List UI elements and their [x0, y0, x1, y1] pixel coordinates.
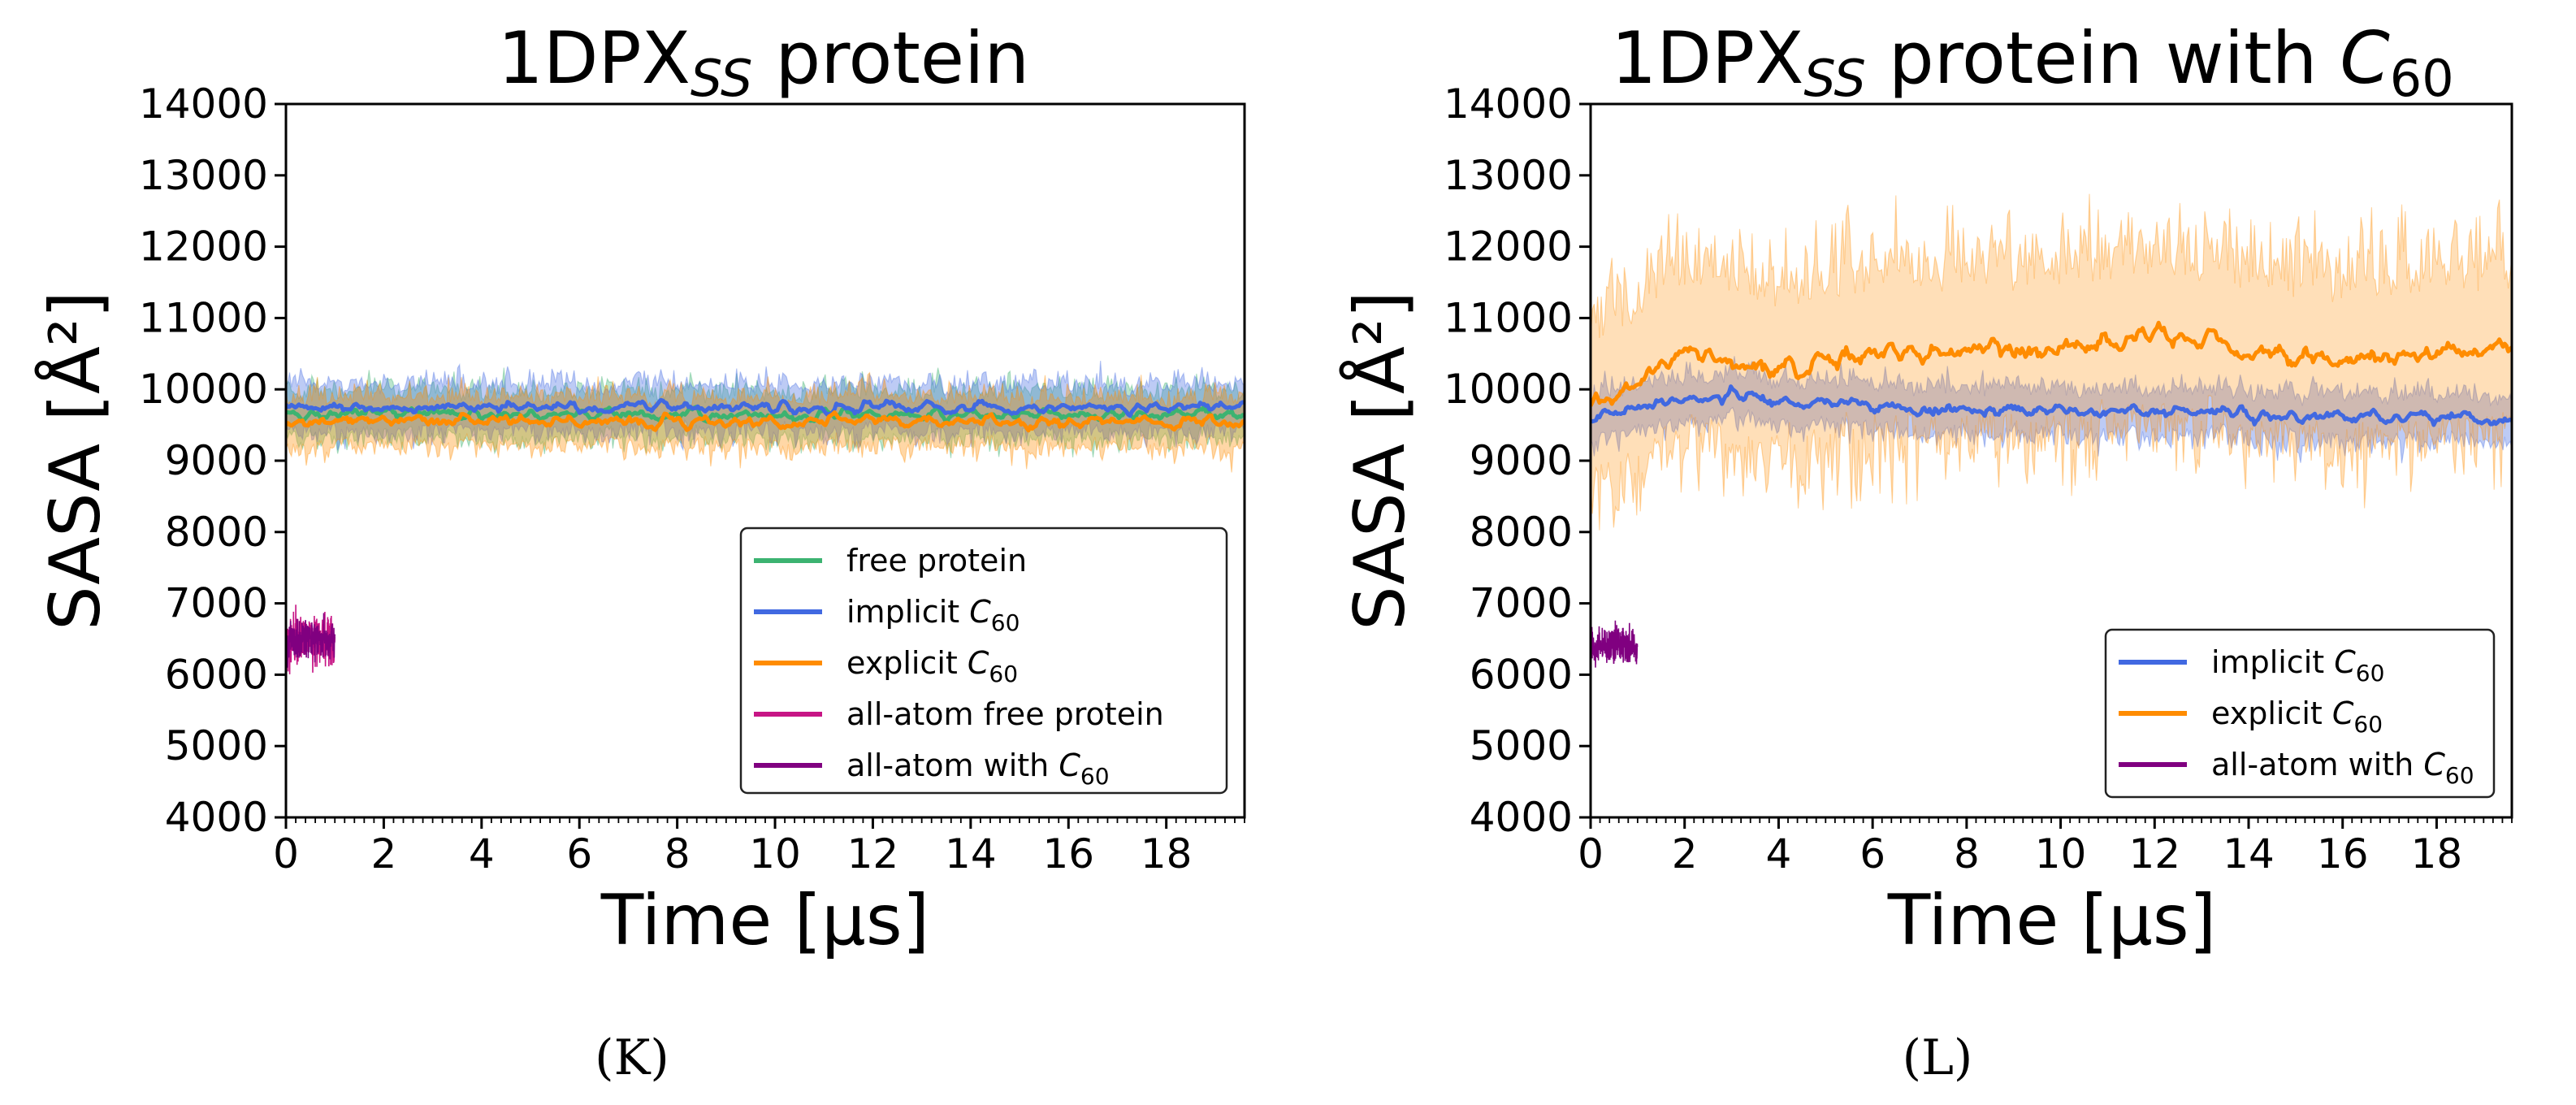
- panel-k-caption: (K): [595, 1029, 669, 1086]
- x-tick-label: 0: [1578, 830, 1604, 878]
- legend-label: all-atom with C60: [846, 748, 1110, 790]
- y-tick-label: 8000: [1470, 509, 1573, 556]
- x-tick-label: 18: [2411, 830, 2463, 878]
- x-tick-label: 16: [2317, 830, 2369, 878]
- x-tick-label: 2: [1672, 830, 1698, 878]
- y-tick-label: 12000: [1444, 223, 1573, 271]
- y-tick-label: 10000: [139, 366, 268, 413]
- y-tick-label: 5000: [1470, 722, 1573, 769]
- y-tick-label: 14000: [139, 80, 268, 128]
- y-tick-label: 5000: [165, 722, 268, 769]
- series-trace-all-atom-with-c60: [1591, 620, 1639, 673]
- legend-label: free protein: [846, 543, 1027, 578]
- y-tick-label: 6000: [1470, 651, 1573, 698]
- legend-label: all-atom with C60: [2211, 747, 2474, 789]
- x-tick-label: 14: [945, 830, 997, 878]
- panel-k: 1DPXSS protein 4000 5000 6000 7000 8000 9000 1…: [34, 16, 1246, 1086]
- legend-label: explicit C60: [846, 645, 1018, 687]
- legend-label: implicit C60: [846, 594, 1020, 636]
- x-tick-label: 0: [273, 830, 299, 878]
- x-tick-label: 4: [1766, 830, 1792, 878]
- y-tick-label: 14000: [1444, 80, 1573, 128]
- panel-k-y-axis-label: SASA [Å²]: [34, 291, 116, 630]
- series-line-implicit-c60: [1591, 384, 2512, 427]
- x-tick-label: 2: [371, 830, 397, 878]
- y-tick-label: 6000: [165, 651, 268, 698]
- series-line-implicit-c60: [286, 397, 1245, 418]
- panel-l-legend: implicit C60 explicit C60 all-atom with C6…: [2104, 628, 2496, 799]
- series-band-explicit-c60: [1591, 193, 2512, 531]
- x-tick-label: 6: [1859, 830, 1885, 878]
- panel-l-title: 1DPXSS protein with C60: [1611, 16, 2453, 108]
- x-tick-label: 12: [847, 830, 899, 878]
- x-tick-label: 10: [749, 830, 801, 878]
- y-tick-label: 13000: [139, 152, 268, 199]
- x-tick-label: 6: [566, 830, 592, 878]
- panel-k-x-axis: 0 2 4 6 8 10 12 14 16 18: [273, 817, 1245, 878]
- y-tick-label: 7000: [1470, 580, 1573, 627]
- y-tick-label: 4000: [1470, 794, 1573, 841]
- x-tick-label: 16: [1042, 830, 1094, 878]
- panel-l-x-axis: 0 2 4 6 8 10 12 14 16 18: [1578, 817, 2513, 878]
- series-line-explicit-c60: [286, 410, 1245, 433]
- x-tick-label: 14: [2223, 830, 2275, 878]
- panel-k-title: 1DPXSS protein: [498, 16, 1029, 108]
- x-tick-label: 10: [2035, 830, 2087, 878]
- panel-l-caption: (L): [1903, 1029, 1973, 1086]
- x-tick-label: 8: [1954, 830, 1980, 878]
- x-tick-label: 8: [665, 830, 691, 878]
- series-line-explicit-c60: [1591, 320, 2512, 407]
- y-tick-label: 9000: [1470, 437, 1573, 484]
- panel-k-y-axis: 4000 5000 6000 7000 8000 9000 10000 11000 12000 1…: [139, 80, 286, 841]
- series-band-free-protein: [286, 367, 1245, 458]
- x-tick-label: 12: [2128, 830, 2180, 878]
- panel-k-x-axis-label: Time [µs]: [600, 880, 929, 961]
- x-tick-label: 4: [469, 830, 495, 878]
- y-tick-label: 8000: [165, 509, 268, 556]
- series-band-explicit-c60: [286, 371, 1245, 473]
- panel-l-y-axis-label: SASA [Å²]: [1339, 291, 1421, 630]
- y-tick-label: 10000: [1444, 366, 1573, 413]
- panel-k-plot-area: [286, 360, 1245, 674]
- legend-box: [2104, 628, 2496, 799]
- legend-box: [739, 526, 1228, 795]
- y-tick-label: 13000: [1444, 152, 1573, 199]
- y-tick-label: 12000: [139, 223, 268, 271]
- y-tick-label: 9000: [165, 437, 268, 484]
- y-tick-label: 4000: [165, 794, 268, 841]
- panel-l-x-axis-label: Time [µs]: [1887, 880, 2216, 961]
- legend-label: implicit C60: [2211, 644, 2384, 687]
- panel-k-legend: free protein implicit C60 explicit C60 all-…: [739, 526, 1228, 795]
- y-tick-label: 7000: [165, 580, 268, 627]
- y-tick-label: 11000: [1444, 294, 1573, 341]
- legend-label: explicit C60: [2211, 696, 2383, 738]
- y-tick-label: 11000: [139, 294, 268, 341]
- panel-l-plot-area: [1591, 193, 2512, 673]
- panel-l-y-axis: 4000 5000 6000 7000 8000 9000 10000 11000 12000 1…: [1444, 80, 1591, 841]
- panel-l: 1DPXSS protein with C60 4000 5000 6000 7000…: [1339, 16, 2513, 1086]
- series-trace-all-atom-with-c60: [286, 613, 336, 668]
- legend-label: all-atom free protein: [846, 696, 1164, 732]
- x-tick-label: 18: [1141, 830, 1193, 878]
